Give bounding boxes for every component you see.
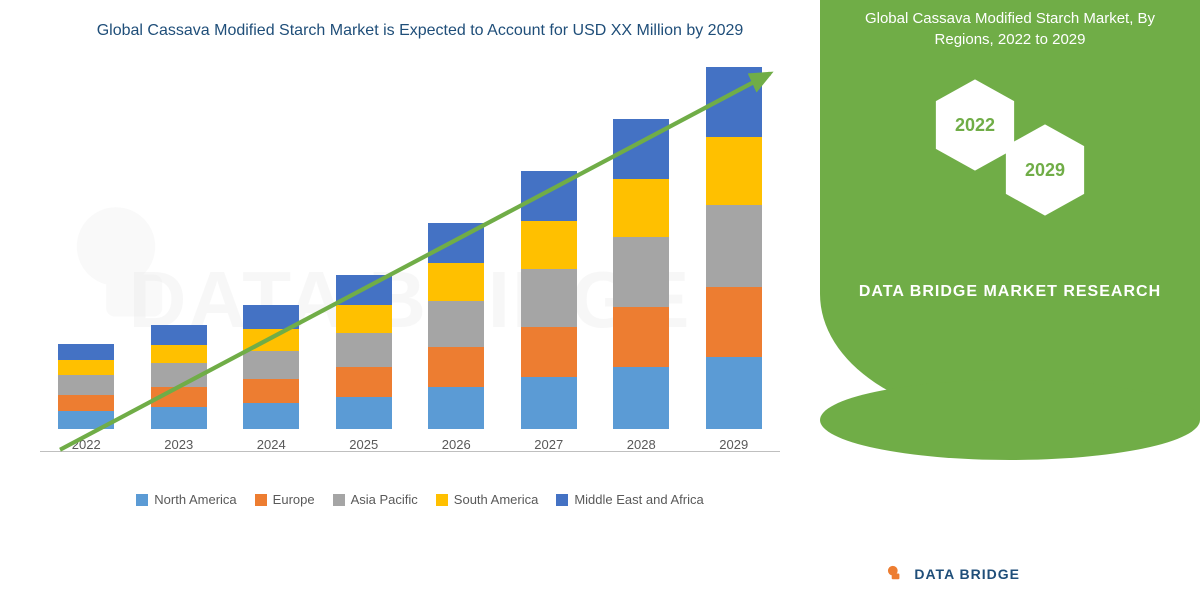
bar-segment [58, 411, 114, 429]
bar-segment [243, 379, 299, 403]
bar-category-label: 2024 [257, 437, 286, 452]
bar-segment [151, 363, 207, 387]
bar-category-label: 2022 [72, 437, 101, 452]
footer-logo: DATA BRIDGE [884, 563, 1020, 585]
bar-segment [613, 179, 669, 237]
side-panel-title: Global Cassava Modified Starch Market, B… [820, 0, 1200, 50]
bar-segment [151, 325, 207, 345]
bar-segment [706, 357, 762, 429]
legend-swatch [436, 494, 448, 506]
legend-label: North America [154, 492, 236, 507]
legend-item: Asia Pacific [333, 492, 418, 507]
bar-segment [521, 171, 577, 221]
bar-segment [243, 351, 299, 379]
bar-group: 2027 [514, 171, 584, 452]
bar-segment [428, 223, 484, 263]
bar-segment [521, 221, 577, 269]
bar-stack [613, 119, 669, 429]
bar-segment [58, 395, 114, 411]
bar-segment [521, 269, 577, 327]
main-container: Global Cassava Modified Starch Market is… [0, 0, 1200, 600]
bar-stack [336, 275, 392, 429]
bar-group: 2022 [51, 344, 121, 452]
legend-swatch [136, 494, 148, 506]
legend-label: Europe [273, 492, 315, 507]
legend-label: Middle East and Africa [574, 492, 703, 507]
hexagon-label: 2029 [1025, 160, 1065, 181]
bar-segment [151, 387, 207, 407]
legend-swatch [333, 494, 345, 506]
bar-group: 2026 [421, 223, 491, 452]
legend-swatch [255, 494, 267, 506]
bar-segment [243, 403, 299, 429]
bar-segment [706, 205, 762, 287]
bar-segment [336, 333, 392, 367]
bar-segment [151, 407, 207, 429]
bar-segment [521, 327, 577, 377]
bar-category-label: 2026 [442, 437, 471, 452]
bar-segment [706, 67, 762, 137]
bar-segment [151, 345, 207, 363]
bar-category-label: 2027 [534, 437, 563, 452]
legend-item: Europe [255, 492, 315, 507]
bar-stack [521, 171, 577, 429]
hexagon-2029: 2029 [1000, 120, 1090, 220]
bar-segment [336, 305, 392, 333]
bar-stack [706, 67, 762, 429]
legend-swatch [556, 494, 568, 506]
legend-item: North America [136, 492, 236, 507]
chart-title: Global Cassava Modified Starch Market is… [30, 20, 810, 42]
bar-stack [58, 344, 114, 429]
brand-text: DATA BRIDGE MARKET RESEARCH [859, 280, 1161, 304]
bar-group: 2023 [144, 325, 214, 452]
bar-stack [243, 305, 299, 429]
bar-group: 2025 [329, 275, 399, 452]
bar-segment [428, 263, 484, 301]
bar-segment [613, 237, 669, 307]
bar-category-label: 2029 [719, 437, 748, 452]
chart-area: 2022 2023 2024 2025 2026 2027 2028 2029 [30, 52, 790, 482]
bar-segment [706, 137, 762, 205]
chart-legend: North America Europe Asia Pacific South Ame… [30, 492, 810, 507]
bar-segment [243, 329, 299, 351]
bar-segment [336, 367, 392, 397]
bar-category-label: 2025 [349, 437, 378, 452]
bar-segment [521, 377, 577, 429]
bar-segment [428, 301, 484, 347]
bar-segment [336, 397, 392, 429]
bar-segment [58, 360, 114, 375]
bar-group: 2024 [236, 305, 306, 452]
hexagon-label: 2022 [955, 115, 995, 136]
bars-container: 2022 2023 2024 2025 2026 2027 2028 2029 [30, 52, 790, 452]
footer-logo-text: DATA BRIDGE [914, 566, 1020, 582]
bar-segment [243, 305, 299, 329]
bar-category-label: 2023 [164, 437, 193, 452]
bar-segment [613, 307, 669, 367]
bar-segment [613, 367, 669, 429]
hexagon-group: 2022 2029 [930, 75, 1090, 220]
bar-stack [151, 325, 207, 429]
bar-segment [58, 344, 114, 360]
legend-label: South America [454, 492, 539, 507]
legend-item: South America [436, 492, 539, 507]
bar-group: 2028 [606, 119, 676, 452]
bar-segment [706, 287, 762, 357]
bar-segment [613, 119, 669, 179]
legend-item: Middle East and Africa [556, 492, 703, 507]
legend-label: Asia Pacific [351, 492, 418, 507]
chart-section: Global Cassava Modified Starch Market is… [0, 0, 820, 600]
footer-logo-icon [884, 563, 906, 585]
side-panel: Global Cassava Modified Starch Market, B… [820, 0, 1200, 600]
bar-stack [428, 223, 484, 429]
bar-segment [428, 387, 484, 429]
bar-segment [58, 375, 114, 395]
bar-segment [428, 347, 484, 387]
bar-group: 2029 [699, 67, 769, 452]
bar-segment [336, 275, 392, 305]
bar-category-label: 2028 [627, 437, 656, 452]
